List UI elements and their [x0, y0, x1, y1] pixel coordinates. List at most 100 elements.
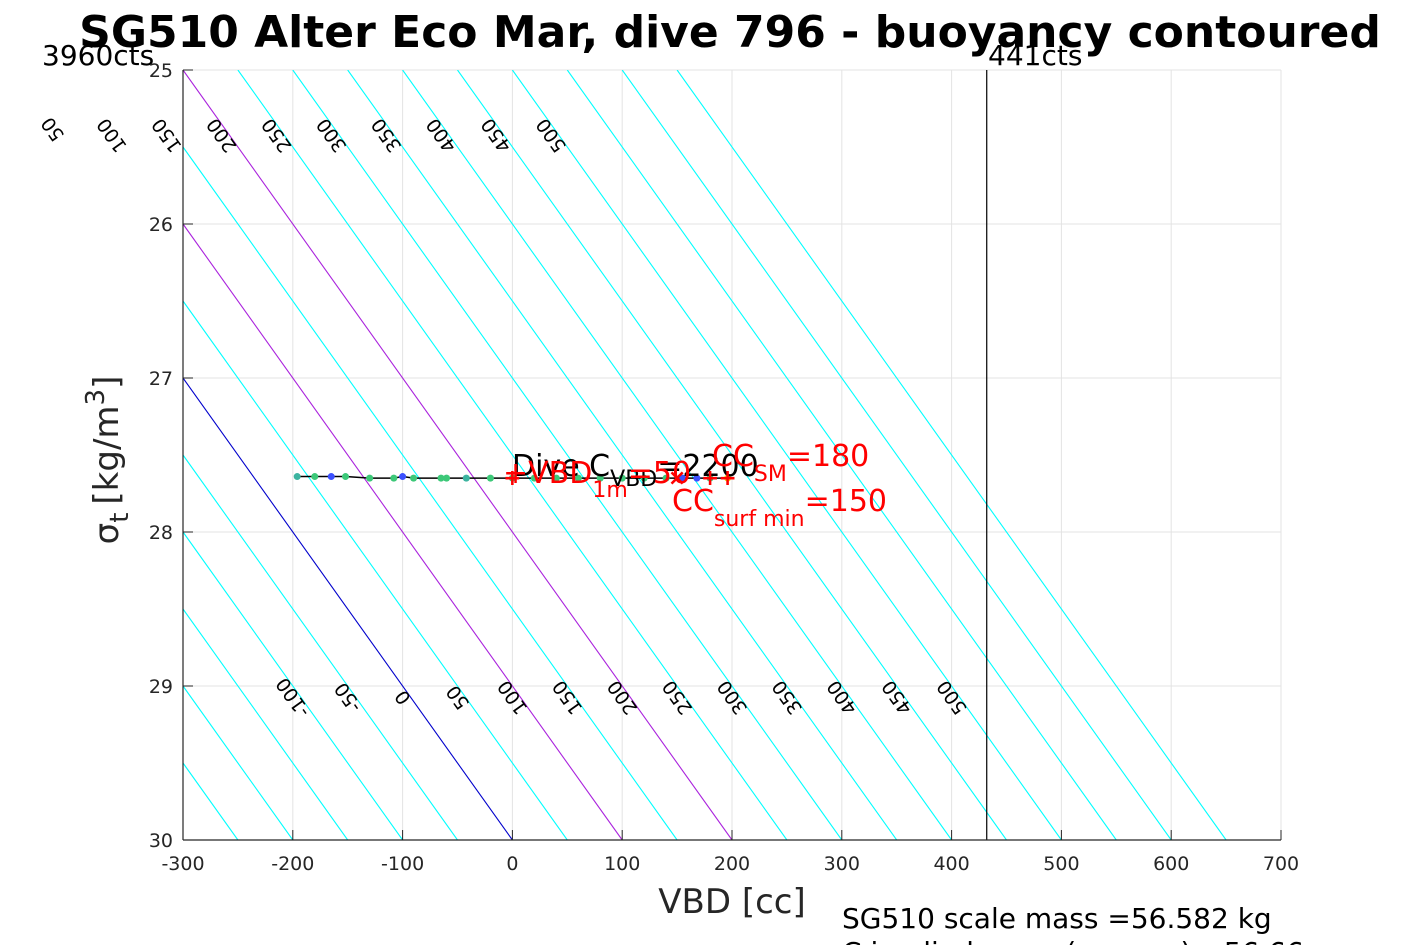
- contour-line: [292, 70, 843, 840]
- contour-line: [183, 223, 623, 840]
- contour-label-top: 0: [0, 111, 6, 134]
- vbd-marker: +: [718, 466, 736, 491]
- y-label-main: σ: [87, 523, 127, 545]
- vbd1m-sub: 1m: [592, 478, 627, 503]
- dive-profile-point: [574, 474, 582, 482]
- svg-text:+VBD1m=50: +VBD1m=50: [503, 456, 691, 503]
- annotation-cc-sm: CCSM=180: [712, 439, 869, 487]
- annotation-cc-surf-min: CCsurf min=150: [672, 484, 887, 532]
- contour-line: [402, 70, 953, 840]
- cc-surf-value: =150: [805, 484, 887, 519]
- dive-profile-point: [366, 474, 374, 482]
- y-label-close: ]: [87, 376, 127, 389]
- dive-profile-point: [679, 474, 687, 482]
- cc-sm-sub: SM: [754, 462, 787, 487]
- dive-c-main: Dive C: [512, 449, 610, 484]
- dive-profile-point: [640, 474, 648, 482]
- contour-line: [183, 70, 733, 840]
- contour-layer: [183, 70, 1227, 840]
- tick-layer: -300 -200 -100 0 100 200 300 400 500 600 700 25 26 27…: [149, 60, 1299, 875]
- dive-profile-point: [486, 474, 494, 482]
- y-label-units: [kg/m: [87, 405, 127, 504]
- cc-sm-value: =180: [787, 439, 869, 474]
- svg-text:CCSM=180: CCSM=180: [712, 439, 869, 487]
- dive-profile-point: [390, 474, 398, 482]
- contour-line: [183, 531, 404, 840]
- y-label-sub: t: [105, 513, 135, 523]
- info-line-scale-mass: SG510 scale mass =56.582 kg: [842, 902, 1272, 935]
- annotation-vbd-1m: +VBD1m=50: [503, 456, 691, 503]
- dive-profile-point: [327, 473, 335, 481]
- vbd-marker: ×: [668, 466, 686, 491]
- y-tick-label: 26: [149, 214, 173, 236]
- dive-profile-point: [596, 474, 604, 482]
- chart-title: SG510 Alter Eco Mar, dive 796 - buoyancy…: [79, 7, 1381, 58]
- cc-surf-sub: surf min: [714, 507, 805, 532]
- dive-c-sub: VBD: [610, 467, 657, 492]
- dive-profile-point: [693, 474, 701, 482]
- contour-line: [183, 685, 294, 840]
- y-axis-label: σt [kg/m3]: [81, 376, 135, 545]
- cc-sm-main: CC: [712, 439, 754, 474]
- dive-profile-point: [311, 473, 319, 481]
- y-tick-label: 29: [149, 676, 173, 698]
- dive-profile-point: [552, 474, 560, 482]
- x-tick-label: -200: [271, 853, 314, 875]
- dive-profile-point: [618, 474, 626, 482]
- x-tick-label: 500: [1043, 853, 1079, 875]
- vbd-marker-layer: + × + +: [503, 466, 737, 491]
- x-axis-label: VBD [cc]: [658, 882, 806, 922]
- vbd-marker: +: [503, 466, 521, 491]
- contour-line: [183, 300, 568, 840]
- contour-line: [183, 377, 513, 840]
- dive-profile-point: [410, 474, 418, 482]
- contour-line: [621, 70, 1172, 840]
- contour-line: [457, 70, 1007, 840]
- dive-profile-point: [342, 473, 350, 481]
- dive-profile-point: [462, 474, 470, 482]
- contour-line: [347, 70, 898, 840]
- info-line-implied-mass: C implied mass (apogee) =56.66: [842, 936, 1304, 945]
- corner-label-right: 441cts: [988, 39, 1082, 72]
- svg-text:Dive CVBD=2200: Dive CVBD=2200: [512, 449, 759, 492]
- dive-profile-point: [443, 474, 451, 482]
- x-tick-label: -300: [161, 853, 204, 875]
- dive-profile-point: [662, 474, 670, 482]
- vbd1m-prefix: +VBD: [503, 456, 592, 491]
- svg-text:CCsurf min=150: CCsurf min=150: [672, 484, 887, 532]
- corner-label-left: 3960cts: [42, 39, 154, 72]
- y-tick-label: 25: [149, 60, 173, 82]
- dive-c-value: =2200: [657, 449, 758, 484]
- dive-profile-point: [508, 474, 516, 482]
- x-tick-label: 200: [714, 853, 750, 875]
- x-tick-label: 600: [1153, 853, 1189, 875]
- contour-line: [566, 70, 1117, 840]
- vbd1m-suffix: =50: [628, 456, 691, 491]
- dive-profile-point: [293, 473, 301, 481]
- annotation-dive-c: Dive CVBD=2200: [512, 449, 759, 492]
- contour-line: [183, 454, 458, 840]
- x-tick-label: 300: [824, 853, 860, 875]
- contour-line: [676, 70, 1227, 840]
- contour-line: [183, 146, 678, 840]
- cc-surf-main: CC: [672, 484, 714, 519]
- dive-profile-point: [399, 473, 407, 481]
- x-tick-label: 700: [1263, 853, 1299, 875]
- contour-line: [237, 70, 788, 840]
- vbd-marker: +: [701, 466, 719, 491]
- dive-profile-point: [530, 474, 538, 482]
- dive-profile-point: [724, 474, 732, 482]
- y-label-sup: 3: [81, 389, 111, 406]
- dive-profile-point: [706, 474, 714, 482]
- y-tick-label: 28: [149, 522, 173, 544]
- y-tick-label: 30: [149, 830, 173, 852]
- x-tick-label: -100: [381, 853, 424, 875]
- dive-profile-point: [437, 474, 445, 482]
- x-tick-label: 400: [933, 853, 969, 875]
- y-tick-label: 27: [149, 368, 173, 390]
- x-tick-label: 0: [506, 853, 518, 875]
- x-tick-label: 100: [604, 853, 640, 875]
- dive-profile-layer: [293, 473, 732, 482]
